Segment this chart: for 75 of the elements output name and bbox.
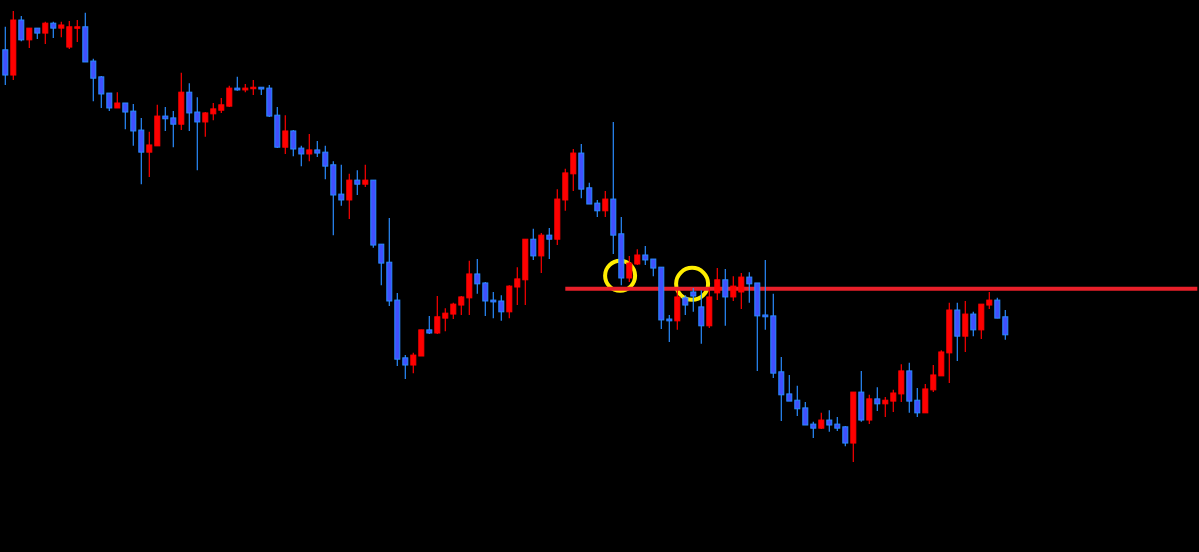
candlestick: [514, 266, 521, 306]
candlestick: [474, 258, 481, 295]
candlestick: [202, 111, 209, 138]
candlestick: [26, 27, 33, 49]
candlestick: [730, 275, 737, 302]
candlestick: [738, 272, 745, 310]
candlestick: [362, 164, 369, 188]
candlestick: [762, 259, 769, 331]
candlestick: [130, 103, 137, 147]
candlestick: [826, 409, 833, 433]
candlestick: [722, 268, 729, 327]
candlestick: [674, 289, 681, 331]
candlestick: [306, 133, 313, 162]
candlestick: [682, 294, 689, 316]
candlestick: [162, 106, 169, 132]
candlestick: [962, 300, 969, 353]
candlestick: [458, 295, 465, 316]
candlestick: [890, 389, 897, 413]
candlestick: [18, 15, 25, 42]
candlestick: [602, 190, 609, 218]
candlestick: [378, 243, 385, 286]
candlestick: [698, 289, 705, 345]
candlestick: [938, 349, 945, 377]
candlestick: [298, 145, 305, 167]
candlestick: [570, 148, 577, 192]
candlestick: [434, 295, 441, 335]
candlestick: [874, 386, 881, 412]
candlestick: [586, 182, 593, 205]
candlestick: [346, 173, 353, 220]
candlestick: [914, 387, 921, 418]
candlestick: [994, 297, 1001, 319]
candlestick: [338, 164, 345, 207]
candlestick: [186, 82, 193, 132]
candlestick: [642, 245, 649, 266]
candlestick: [786, 374, 793, 402]
candlestick: [1002, 309, 1009, 341]
candlestick: [746, 271, 753, 304]
candlestick: [922, 383, 929, 414]
candlestick: [794, 385, 801, 417]
candlestick: [74, 19, 81, 43]
candlestick: [442, 307, 449, 332]
candlestick: [898, 363, 905, 403]
candlestick: [402, 354, 409, 380]
candlestick: [546, 227, 553, 260]
candlestick: [866, 394, 873, 425]
candlestick: [42, 21, 49, 45]
candlestick: [538, 232, 545, 274]
candlestick: [666, 314, 673, 343]
candlestick: [194, 96, 201, 171]
candlestick: [170, 110, 177, 148]
candlestick: [138, 117, 145, 185]
candlestick: [690, 287, 697, 313]
candlestick: [106, 92, 113, 112]
candlestick: [98, 75, 105, 109]
candlestick: [482, 281, 489, 317]
candlestick: [282, 114, 289, 155]
candlestick: [714, 267, 721, 301]
candlestick: [90, 58, 97, 102]
candlestick: [466, 260, 473, 316]
candlestick: [122, 102, 129, 130]
candlestick: [530, 228, 537, 261]
candlestick: [146, 131, 153, 178]
candlestick: [426, 315, 433, 335]
candlestick: [66, 20, 73, 50]
candlestick: [802, 401, 809, 426]
candlestick: [354, 169, 361, 196]
candlestick: [410, 352, 417, 374]
candlestick: [498, 294, 505, 322]
candlestick: [626, 255, 633, 283]
candlestick: [290, 129, 297, 157]
candlestick: [930, 364, 937, 393]
candlestick: [970, 311, 977, 337]
candlestick: [778, 356, 785, 422]
candlestick: [490, 291, 497, 319]
candlestick: [322, 145, 329, 180]
